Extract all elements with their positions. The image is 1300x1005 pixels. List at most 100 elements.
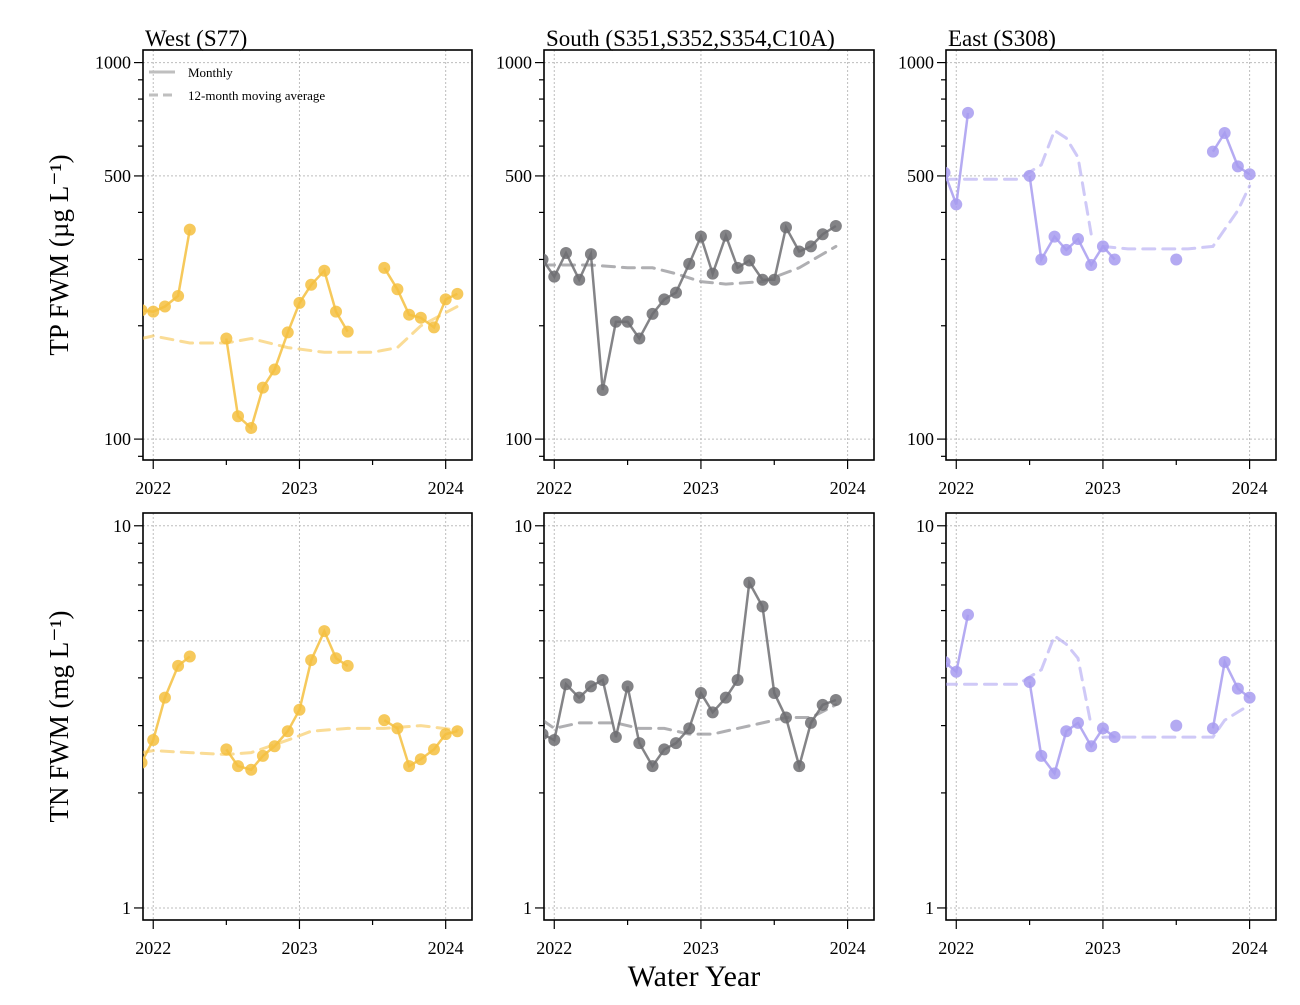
data-layer bbox=[143, 625, 464, 776]
panel-0: 100 500 1000 2022 2023 2024 West (S77) TP FWM (… bbox=[44, 26, 473, 498]
y-tick-label: 500 bbox=[907, 166, 934, 186]
moving-average-line bbox=[1101, 184, 1252, 251]
x-tick-label: 2024 bbox=[1232, 938, 1268, 958]
monthly-point bbox=[816, 228, 829, 241]
monthly-point bbox=[719, 691, 732, 704]
monthly-point bbox=[670, 737, 682, 750]
monthly-point bbox=[1023, 676, 1036, 689]
monthly-point bbox=[829, 220, 842, 233]
y-tick-label: 1 bbox=[925, 898, 934, 918]
monthly-point bbox=[694, 687, 707, 700]
monthly-point bbox=[544, 253, 549, 266]
monthly-point bbox=[573, 273, 586, 286]
x-tick-label: 2022 bbox=[135, 478, 171, 498]
monthly-point bbox=[172, 289, 185, 302]
monthly-point bbox=[1243, 691, 1256, 704]
y-tick-label: 10 bbox=[113, 516, 131, 536]
monthly-point bbox=[281, 725, 294, 738]
monthly-line bbox=[544, 578, 837, 771]
monthly-point bbox=[1170, 719, 1183, 732]
y-tick-label: 1000 bbox=[496, 53, 532, 73]
monthly-point bbox=[731, 673, 744, 686]
monthly-point bbox=[143, 756, 148, 769]
monthly-point bbox=[318, 264, 331, 277]
monthly-point bbox=[793, 760, 806, 773]
monthly-point bbox=[220, 743, 233, 756]
monthly-point bbox=[158, 691, 171, 704]
monthly-point bbox=[946, 166, 951, 179]
panel-3: 1 10 2022 2023 2024 TN FWM (mg L⁻¹) bbox=[44, 512, 473, 958]
monthly-point bbox=[1108, 731, 1121, 744]
y-tick-label: 10 bbox=[514, 516, 532, 536]
monthly-point bbox=[1218, 656, 1231, 669]
monthly-point bbox=[256, 381, 269, 394]
monthly-point bbox=[427, 321, 440, 334]
monthly-point bbox=[1085, 258, 1098, 271]
monthly-point bbox=[731, 261, 744, 274]
monthly-point bbox=[950, 665, 963, 678]
monthly-line bbox=[1211, 130, 1251, 176]
monthly-point bbox=[658, 293, 671, 306]
monthly-point bbox=[172, 659, 185, 672]
monthly-point bbox=[756, 273, 769, 286]
monthly-point bbox=[962, 608, 974, 621]
monthly-point bbox=[548, 734, 561, 747]
monthly-point bbox=[706, 706, 719, 719]
monthly-point bbox=[341, 659, 354, 672]
monthly-point bbox=[1060, 725, 1073, 738]
monthly-point bbox=[330, 305, 343, 318]
y-tick-label: 1000 bbox=[95, 53, 131, 73]
monthly-point bbox=[768, 687, 781, 700]
monthly-point bbox=[256, 749, 269, 762]
moving-average-line bbox=[946, 633, 1093, 728]
monthly-point bbox=[1231, 682, 1244, 695]
monthly-point bbox=[946, 656, 951, 668]
monthly-point bbox=[780, 221, 792, 234]
monthly-point bbox=[1023, 169, 1036, 182]
x-tick-label: 2024 bbox=[830, 938, 866, 958]
x-tick-label: 2024 bbox=[1232, 478, 1268, 498]
monthly-point bbox=[706, 267, 719, 280]
x-tick-label: 2023 bbox=[1085, 938, 1121, 958]
monthly-point bbox=[780, 711, 792, 724]
y-tick-label: 1 bbox=[523, 898, 532, 918]
monthly-point bbox=[293, 296, 306, 309]
plot-frame bbox=[142, 49, 473, 461]
monthly-point bbox=[609, 315, 622, 328]
monthly-point bbox=[743, 576, 756, 589]
monthly-point bbox=[305, 654, 318, 667]
panel-title: West (S77) bbox=[145, 26, 247, 51]
moving-average-line bbox=[143, 305, 459, 354]
monthly-point bbox=[962, 106, 974, 119]
plot-frame bbox=[945, 512, 1277, 921]
monthly-point bbox=[391, 722, 404, 735]
monthly-point bbox=[633, 332, 646, 345]
monthly-point bbox=[548, 270, 561, 283]
plot-frame bbox=[543, 512, 875, 921]
monthly-point bbox=[816, 698, 829, 711]
monthly-point bbox=[391, 283, 404, 296]
monthly-point bbox=[183, 223, 196, 236]
data-layer bbox=[544, 220, 842, 397]
y-tick-label: 1 bbox=[122, 898, 131, 918]
monthly-point bbox=[743, 254, 756, 267]
monthly-point bbox=[281, 326, 294, 339]
monthly-point bbox=[1035, 749, 1048, 762]
monthly-point bbox=[633, 737, 646, 750]
monthly-point bbox=[378, 261, 391, 274]
monthly-point bbox=[768, 273, 781, 286]
monthly-point bbox=[293, 703, 306, 716]
monthly-point bbox=[596, 384, 609, 397]
monthly-point bbox=[950, 198, 963, 211]
monthly-point bbox=[1206, 722, 1219, 735]
monthly-point bbox=[147, 305, 160, 318]
monthly-line bbox=[1211, 658, 1251, 729]
panel-1: 100 500 1000 2022 2023 2024 South (S351,S352,S… bbox=[496, 26, 875, 498]
moving-average-line bbox=[544, 244, 838, 286]
monthly-point bbox=[683, 722, 696, 735]
y-axis-label: TN FWM (mg L⁻¹) bbox=[44, 610, 74, 822]
monthly-point bbox=[143, 304, 148, 316]
monthly-point bbox=[1231, 160, 1244, 173]
